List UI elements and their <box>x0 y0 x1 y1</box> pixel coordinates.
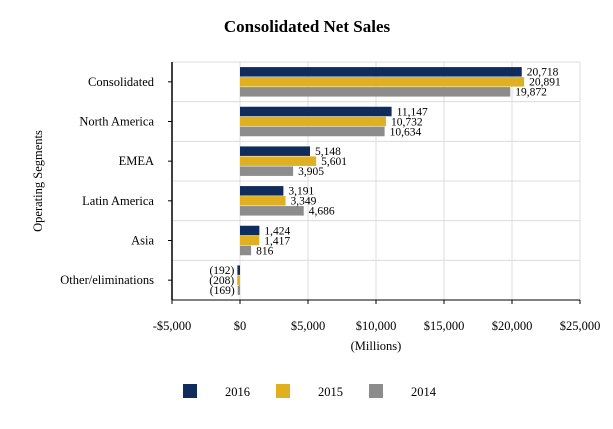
x-axis-title: (Millions) <box>351 339 402 353</box>
data-label-latin-america-2014: 4,686 <box>309 206 335 218</box>
axes: -$5,000 $0 $5,000 $10,000 $15,000 $20,000 $25,… <box>60 62 600 333</box>
bar-consolidated-2014 <box>240 87 511 97</box>
legend-label-2014: 2014 <box>411 385 437 399</box>
data-label-emea-2015: 5,601 <box>321 156 347 168</box>
bar-other-eliminations-2016 <box>237 265 240 275</box>
legend-swatch-2016 <box>183 384 197 398</box>
data-label-other-eliminations-2015: (208) <box>209 275 234 287</box>
bar-asia-2014 <box>240 245 252 256</box>
bar-asia-2016 <box>240 225 260 236</box>
data-label-other-eliminations-2016: (192) <box>209 265 234 277</box>
bar-other-eliminations-2015 <box>237 275 240 285</box>
x-tick-label: $25,000 <box>560 319 601 333</box>
data-label-asia-2015: 1,417 <box>264 235 290 247</box>
bar-north-america-2014 <box>240 126 385 137</box>
legend-swatch-2015 <box>276 384 290 398</box>
data-label-north-america-2014: 10,634 <box>390 126 422 138</box>
bar-consolidated-2016 <box>240 67 522 77</box>
bar-latin-america-2016 <box>240 186 284 196</box>
data-label-consolidated-2015: 20,891 <box>529 77 561 89</box>
bar-emea-2015 <box>240 156 317 166</box>
category-label-latin-america: Latin America <box>82 194 154 208</box>
data-label-latin-america-2016: 3,191 <box>288 186 314 198</box>
category-label-emea: EMEA <box>119 154 154 168</box>
x-tick-label: $10,000 <box>356 319 397 333</box>
category-label-other-eliminations: Other/eliminations <box>60 273 154 287</box>
data-label-emea-2014: 3,905 <box>298 166 324 178</box>
x-tick-label: $20,000 <box>492 319 533 333</box>
x-tick-label: $15,000 <box>424 319 465 333</box>
data-label-north-america-2015: 10,732 <box>391 116 423 128</box>
bar-latin-america-2014 <box>240 206 304 216</box>
data-label-asia-2014: 816 <box>256 245 274 257</box>
data-label-asia-2016: 1,424 <box>264 225 290 237</box>
x-tick-label: $5,000 <box>291 319 325 333</box>
category-label-north-america: North America <box>79 115 154 129</box>
data-label-latin-america-2015: 3,349 <box>291 196 317 208</box>
y-axis-title: Operating Segments <box>31 130 45 232</box>
data-label-north-america-2016: 11,147 <box>397 106 428 118</box>
legend-label-2015: 2015 <box>318 385 343 399</box>
category-label-asia: Asia <box>131 234 154 248</box>
legend-swatch-2014 <box>369 384 383 398</box>
bar-emea-2014 <box>240 166 294 176</box>
bars <box>237 67 525 295</box>
bar-other-eliminations-2014 <box>237 285 240 295</box>
x-tick-label: -$5,000 <box>153 319 192 333</box>
data-label-emea-2016: 5,148 <box>315 146 341 158</box>
bar-north-america-2015 <box>240 116 386 127</box>
legend-label-2016: 2016 <box>225 385 250 399</box>
data-label-other-eliminations-2014: (169) <box>210 285 235 297</box>
bar-latin-america-2015 <box>240 196 286 206</box>
bar-asia-2015 <box>240 235 260 246</box>
data-label-consolidated-2016: 20,718 <box>527 67 559 79</box>
chart-title: Consolidated Net Sales <box>224 17 391 36</box>
bar-north-america-2016 <box>240 106 392 117</box>
legend: 2016 2015 2014 <box>183 384 437 399</box>
x-tick-label: $0 <box>234 319 247 333</box>
bar-emea-2016 <box>240 146 311 156</box>
bar-consolidated-2015 <box>240 77 525 87</box>
data-label-consolidated-2014: 19,872 <box>515 87 547 99</box>
category-label-consolidated: Consolidated <box>88 75 155 89</box>
